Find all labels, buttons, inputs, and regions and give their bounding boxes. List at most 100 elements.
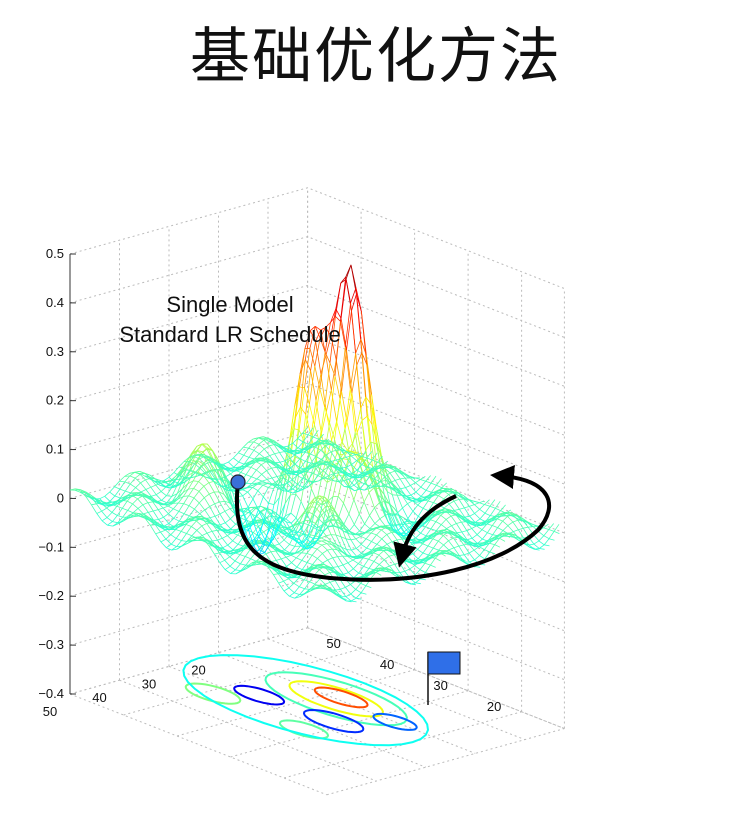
mesh-line <box>155 533 162 543</box>
mesh-line <box>349 388 356 433</box>
start-marker <box>230 474 246 490</box>
mesh-line <box>295 472 302 476</box>
mesh-line <box>266 477 273 480</box>
grid-line-z-7 <box>69 285 565 387</box>
mesh-line <box>207 540 214 547</box>
mesh-line <box>278 539 285 545</box>
mesh-line <box>185 524 192 527</box>
mesh-line <box>309 583 316 590</box>
mesh-line <box>417 543 423 550</box>
mesh-line <box>379 476 386 482</box>
mesh-line <box>366 541 372 549</box>
mesh-line <box>114 480 120 487</box>
mesh-line <box>438 544 444 551</box>
mesh-line <box>254 453 260 460</box>
mesh-line <box>336 549 343 557</box>
mesh-line <box>200 474 206 478</box>
mesh-line <box>257 490 264 498</box>
flag-icon <box>427 651 461 675</box>
mesh-line <box>305 461 311 464</box>
mesh-line <box>322 470 329 477</box>
mesh-line <box>395 478 401 481</box>
mesh-line <box>438 540 444 546</box>
mesh-line <box>218 491 225 495</box>
mesh-line <box>528 544 535 550</box>
mesh-line <box>230 513 236 520</box>
mesh-line <box>175 529 182 532</box>
mesh-line <box>363 557 369 560</box>
mesh-line <box>141 495 147 497</box>
mesh-line <box>315 449 322 457</box>
mesh-line <box>318 472 325 478</box>
mesh-line <box>214 552 220 555</box>
contour-line-0 <box>264 671 408 727</box>
mesh-line <box>299 534 306 547</box>
mesh-line <box>415 482 422 488</box>
mesh-line <box>272 443 279 447</box>
mesh-line <box>388 513 394 515</box>
mesh-line <box>307 562 313 565</box>
mesh-line <box>242 489 248 493</box>
mesh-line <box>467 543 473 546</box>
mesh-line <box>374 523 381 528</box>
mesh-line <box>290 554 297 559</box>
mesh-line <box>277 445 283 448</box>
mesh-line <box>433 547 439 551</box>
mesh-line <box>258 545 265 555</box>
mesh-line <box>307 527 314 537</box>
mesh-line <box>173 472 180 477</box>
mesh-line <box>463 498 470 507</box>
mesh-line <box>383 499 390 504</box>
mesh-line <box>274 453 281 463</box>
mesh-line <box>425 490 432 493</box>
mesh-line <box>258 443 265 450</box>
mesh-line <box>145 486 151 490</box>
mesh-line <box>299 348 306 387</box>
mesh-line <box>219 513 226 524</box>
mesh-line <box>340 449 347 458</box>
mesh-line <box>282 531 288 535</box>
mesh-line <box>357 473 363 478</box>
mesh-line <box>363 476 370 485</box>
mesh-line <box>342 449 348 456</box>
mesh-line <box>322 559 328 564</box>
mesh-line <box>330 534 337 545</box>
mesh-line <box>378 554 385 560</box>
mesh-line <box>475 522 482 525</box>
mesh-line <box>353 568 359 574</box>
mesh-line <box>389 513 396 525</box>
mesh-line <box>183 513 190 517</box>
mesh-line <box>381 543 388 548</box>
mesh-line <box>193 497 200 504</box>
mesh-line <box>354 408 361 433</box>
mesh-line <box>254 458 260 461</box>
mesh-line <box>346 350 353 394</box>
mesh-line <box>224 556 230 561</box>
mesh-line <box>399 561 405 564</box>
mesh-line <box>333 473 340 482</box>
mesh-line <box>96 510 102 514</box>
mesh-line <box>248 529 255 547</box>
mesh-line <box>134 472 140 474</box>
mesh-line <box>419 569 426 573</box>
mesh-line <box>293 449 300 453</box>
mesh-line <box>101 507 107 512</box>
mesh-line <box>371 544 378 551</box>
mesh-line <box>327 514 334 527</box>
mesh-line <box>111 506 118 513</box>
mesh-line <box>179 478 186 485</box>
mesh-line <box>322 501 328 525</box>
mesh-line <box>402 503 408 509</box>
mesh-line <box>369 523 376 529</box>
mesh-line <box>388 466 394 468</box>
mesh-line <box>140 482 147 490</box>
mesh-line <box>369 478 375 486</box>
mesh-line <box>106 507 113 513</box>
mesh-line <box>471 528 478 535</box>
mesh-line <box>347 449 353 453</box>
mesh-line <box>354 488 360 492</box>
mesh-line <box>487 540 494 545</box>
mesh-line <box>416 497 423 501</box>
mesh-line <box>479 502 485 505</box>
mesh-line <box>122 507 128 511</box>
